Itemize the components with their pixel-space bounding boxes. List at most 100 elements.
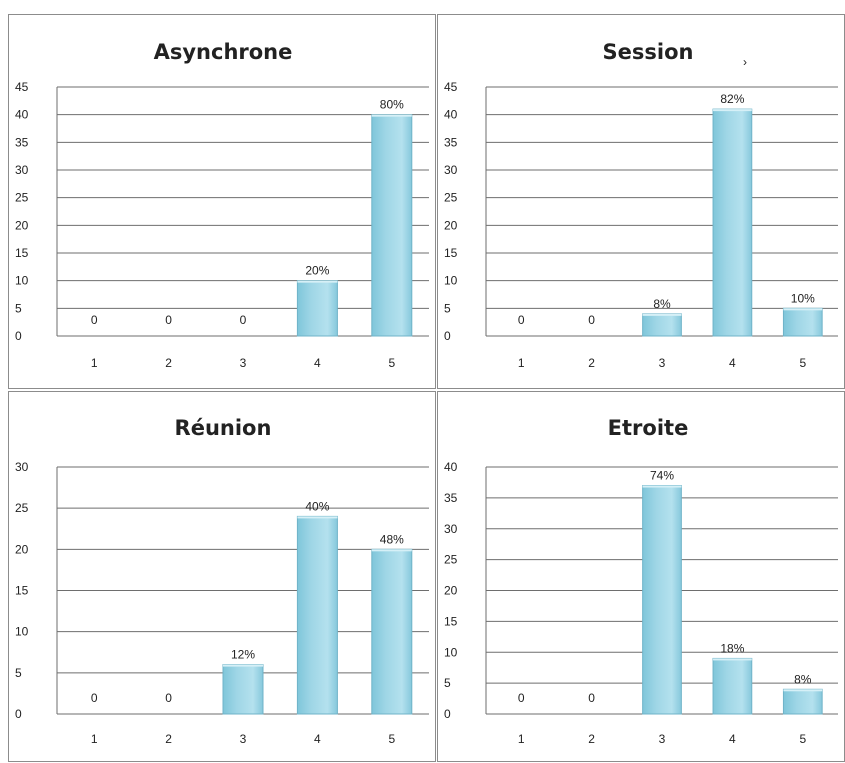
bar-top-highlight: [371, 114, 412, 117]
x-tick-label: 2: [588, 732, 595, 746]
x-tick-label: 4: [314, 732, 321, 746]
bar: [296, 515, 338, 715]
data-label: 80%: [380, 98, 404, 112]
data-label: 48%: [380, 532, 404, 546]
bar: [642, 485, 682, 715]
bar-top-highlight: [297, 516, 338, 519]
y-tick-label: 30: [15, 163, 29, 177]
y-tick-label: 10: [444, 274, 458, 288]
data-label: 8%: [653, 297, 671, 311]
bar: [296, 280, 338, 337]
y-tick-label: 5: [15, 301, 22, 315]
data-label: 20%: [305, 264, 329, 278]
bar-top-highlight: [223, 664, 263, 667]
y-tick-label: 25: [444, 191, 458, 205]
bar: [642, 313, 682, 337]
y-tick-label: 20: [15, 542, 29, 556]
y-tick-label: 10: [15, 625, 29, 639]
y-tick-label: 25: [444, 553, 458, 567]
y-tick-label: 25: [15, 191, 29, 205]
chart-title: Etroite: [608, 416, 689, 440]
x-tick-label: 1: [91, 732, 98, 746]
y-tick-label: 5: [15, 666, 22, 680]
x-tick-label: 5: [799, 732, 806, 746]
chart-title: Session: [603, 40, 694, 64]
x-tick-label: 1: [91, 356, 98, 370]
data-label: 0: [518, 691, 525, 705]
bar-top-highlight: [642, 485, 682, 488]
y-tick-label: 40: [15, 108, 29, 122]
data-label: 82%: [720, 92, 744, 106]
y-tick-label: 40: [444, 460, 458, 474]
y-tick-label: 15: [444, 614, 458, 628]
bar-top-highlight: [713, 658, 752, 661]
y-tick-label: 5: [444, 676, 451, 690]
x-tick-label: 3: [659, 356, 666, 370]
x-tick-label: 4: [729, 732, 736, 746]
x-tick-label: 2: [165, 732, 172, 746]
y-tick-label: 35: [444, 135, 458, 149]
bar-top-highlight: [371, 549, 412, 552]
x-tick-label: 5: [799, 356, 806, 370]
bar: [371, 114, 413, 337]
x-tick-label: 5: [388, 732, 395, 746]
data-label: 0: [588, 691, 595, 705]
bar: [712, 108, 753, 337]
bar-top-highlight: [713, 109, 752, 112]
x-tick-label: 3: [240, 732, 247, 746]
y-tick-label: 35: [15, 135, 29, 149]
data-label: 40%: [305, 499, 329, 513]
stray-mark: ›: [743, 55, 747, 69]
x-tick-label: 5: [388, 356, 395, 370]
x-tick-label: 4: [729, 356, 736, 370]
y-tick-label: 0: [444, 329, 451, 343]
chart-svg-asynchrone: Asynchrone 05101520253035404501020320%48…: [15, 40, 429, 370]
y-tick-label: 40: [444, 108, 458, 122]
x-tick-label: 1: [518, 732, 525, 746]
y-tick-label: 10: [444, 645, 458, 659]
chart-panel-etroite: Etroite 0 5 10 15 20 25 30 35 40 0 1 0 2 74% 3 18% 4 8% 5: [437, 391, 845, 762]
y-tick-label: 30: [444, 163, 458, 177]
bar-top-highlight: [642, 313, 682, 316]
y-tick-label: 0: [444, 707, 451, 721]
data-label: 0: [91, 691, 98, 705]
chart-title: Réunion: [175, 416, 272, 440]
x-tick-label: 3: [240, 356, 247, 370]
bar: [222, 664, 264, 715]
y-tick-label: 15: [15, 584, 29, 598]
y-tick-label: 25: [15, 501, 29, 515]
chart-panel-asynchrone: Asynchrone 0 5 10 15 20 25 30 35 40 45 0 1 0 2 0 3 20% 4 8…: [8, 14, 436, 389]
y-tick-label: 15: [15, 246, 29, 260]
chart-title: Asynchrone: [154, 40, 293, 64]
chart-svg-session: Session › 05101520253035404501028%382%41…: [444, 40, 838, 370]
x-tick-label: 1: [518, 356, 525, 370]
y-tick-label: 10: [15, 274, 29, 288]
y-tick-label: 30: [15, 460, 29, 474]
y-tick-label: 35: [444, 491, 458, 505]
y-tick-label: 5: [444, 301, 451, 315]
y-tick-label: 15: [444, 246, 458, 260]
bar: [782, 307, 823, 337]
bar: [712, 657, 753, 715]
bar-top-highlight: [783, 689, 823, 692]
y-tick-label: 20: [444, 584, 458, 598]
data-label: 0: [518, 313, 525, 327]
chart-panel-reunion: Réunion 0 5 10 15 20 25 30 0 1 0 2 12% 3 40% 4 48% 5: [8, 391, 436, 762]
data-label: 0: [165, 691, 172, 705]
y-tick-label: 30: [444, 522, 458, 536]
data-label: 0: [588, 313, 595, 327]
y-tick-label: 0: [15, 329, 22, 343]
y-tick-label: 45: [444, 80, 458, 94]
bar: [371, 548, 413, 715]
y-tick-label: 0: [15, 707, 22, 721]
bar-top-highlight: [783, 308, 823, 311]
data-label: 74%: [650, 469, 674, 483]
y-tick-label: 20: [444, 218, 458, 232]
data-label: 8%: [794, 672, 812, 686]
data-label: 0: [165, 313, 172, 327]
bar-top-highlight: [297, 280, 338, 283]
data-label: 0: [91, 313, 98, 327]
chart-panel-session: Session › 0 5 10 15 20 25 30 35 40 45 0 1 0 2 8% 3 82% 4 1…: [437, 14, 845, 389]
